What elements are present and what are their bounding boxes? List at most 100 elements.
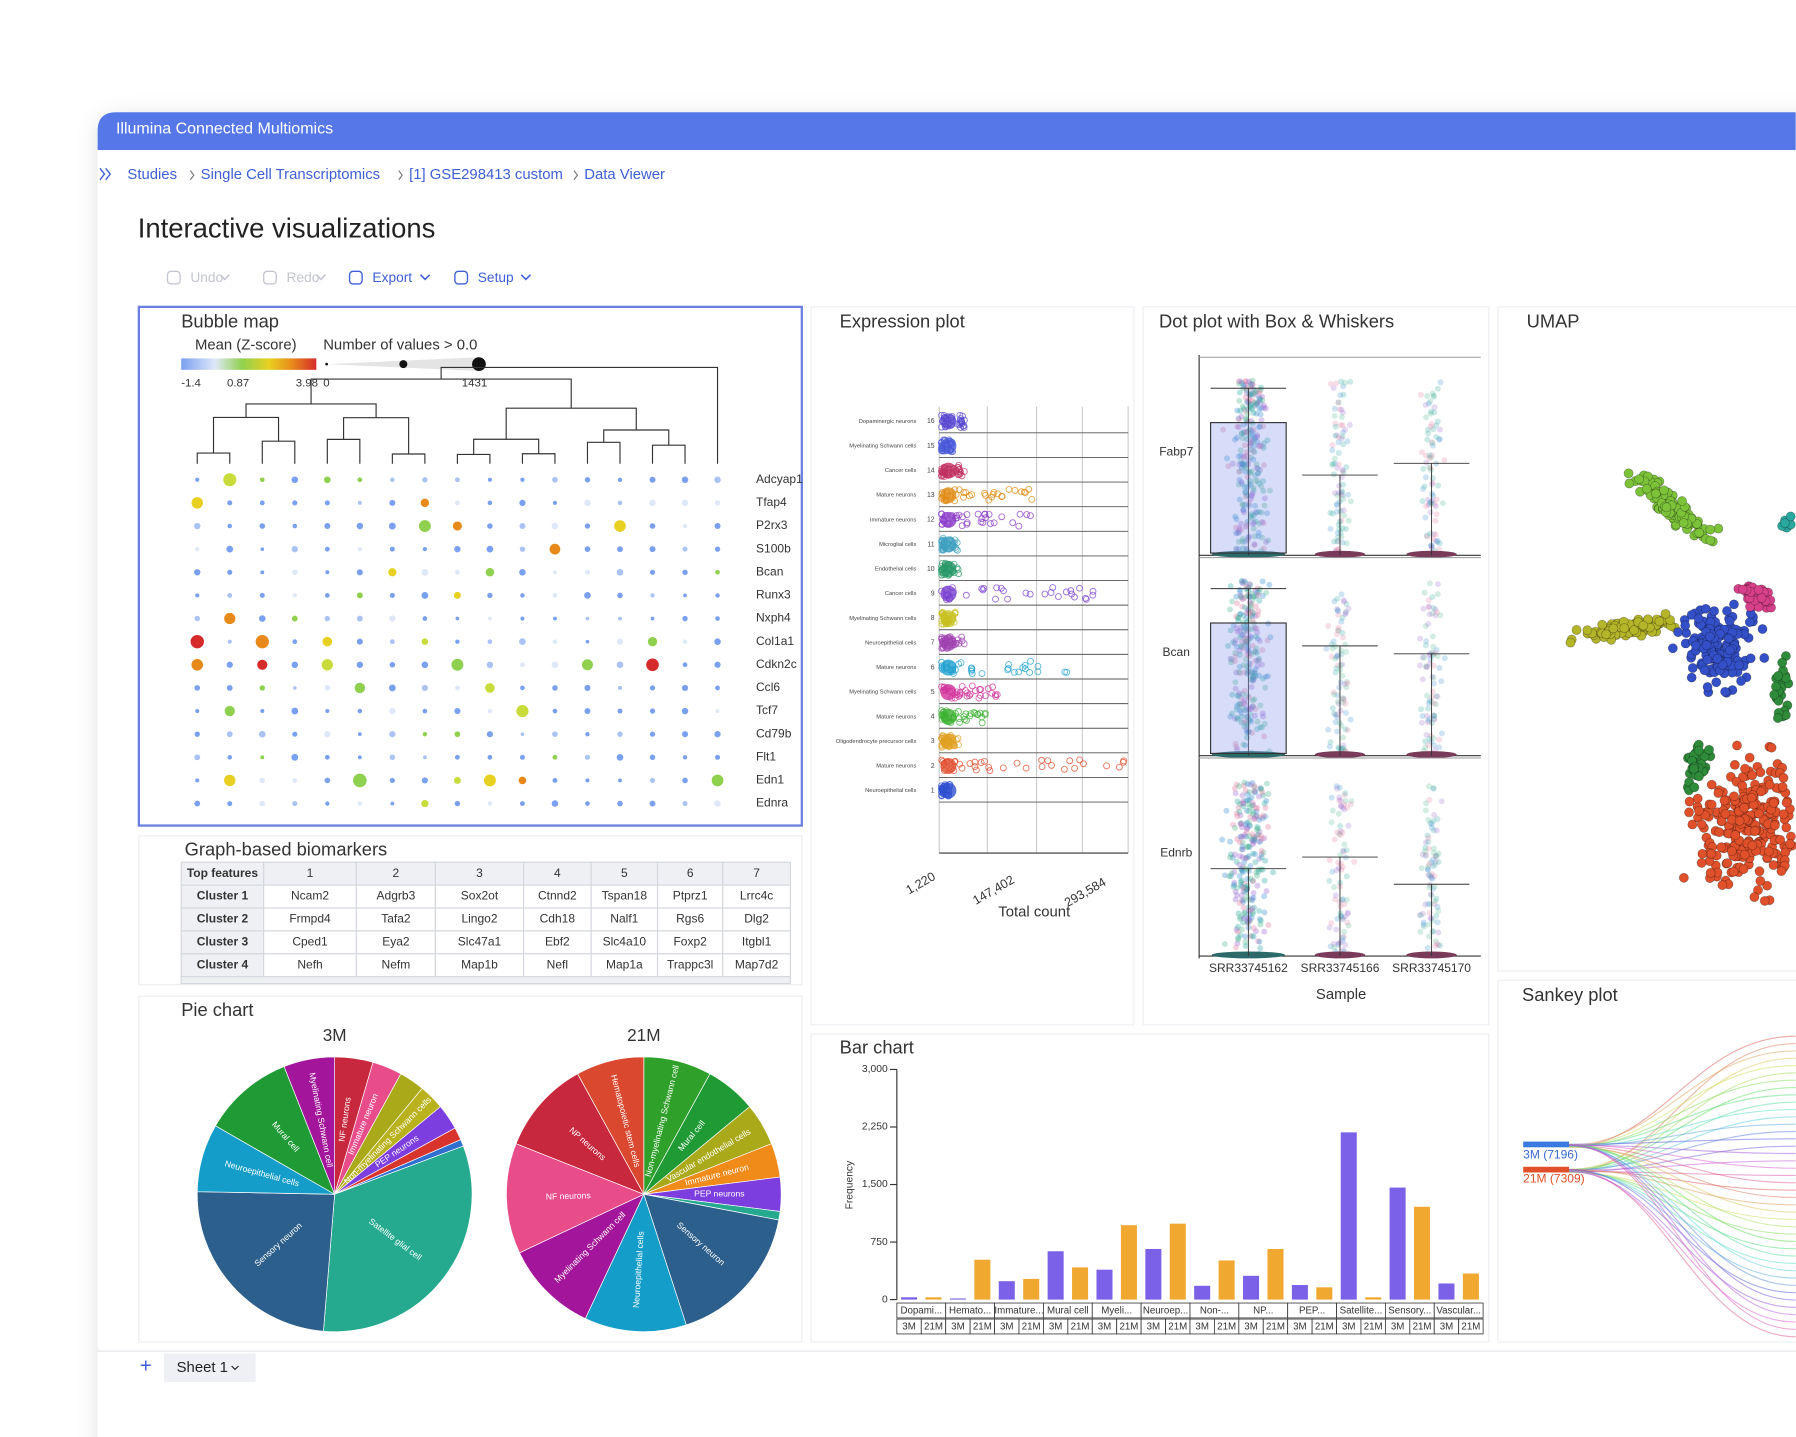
sample-dot <box>1243 797 1250 804</box>
pie-label: PEP neurons <box>694 1189 744 1199</box>
sample-dot <box>1232 524 1239 531</box>
sample-dot <box>1233 810 1240 817</box>
sheet-tab[interactable]: Sheet 1 <box>177 1360 228 1376</box>
sample-dot <box>1252 502 1258 509</box>
bar <box>1120 1225 1137 1300</box>
table-text: 5 <box>621 866 628 880</box>
bubble <box>389 731 396 738</box>
sample-dot <box>1430 674 1437 681</box>
sample-dot <box>1436 744 1443 751</box>
sample-dot <box>1243 828 1250 835</box>
sample-dot <box>1342 379 1348 386</box>
umap-point <box>1769 689 1780 700</box>
bubble <box>681 499 689 507</box>
sample-dot <box>1240 612 1247 619</box>
bar <box>925 1297 942 1300</box>
row-id: 10 <box>927 566 935 573</box>
sample-dot <box>1237 407 1244 414</box>
sample-dot <box>1423 731 1430 738</box>
sankey-label: 3M (7196) <box>1523 1147 1578 1161</box>
bubble-map-panel[interactable] <box>137 305 803 827</box>
sample-dot <box>1338 474 1345 481</box>
bubble <box>421 638 429 645</box>
bubble <box>584 546 591 553</box>
breadcrumb[interactable]: Studies <box>127 167 177 183</box>
sample-dot <box>1249 703 1256 710</box>
sample-dot <box>1343 873 1350 880</box>
bubble <box>259 685 265 691</box>
sample-dot <box>1248 515 1255 522</box>
sample-dot <box>1229 710 1235 717</box>
umap-point <box>1702 682 1713 692</box>
toolbar-button[interactable]: Setup <box>478 270 514 285</box>
sample-dot <box>1226 873 1233 880</box>
sample-dot <box>1431 700 1438 707</box>
sample-dot <box>1434 418 1441 425</box>
breadcrumb[interactable]: Data Viewer <box>584 167 665 183</box>
sample-dot <box>1337 707 1344 714</box>
expression-panel[interactable] <box>810 306 1135 1026</box>
sample-dot <box>1430 426 1437 433</box>
sample-dot <box>1241 635 1248 642</box>
row-label: Oligodendrocyte precursor cells <box>836 739 917 745</box>
series-label: 21M <box>1413 1322 1432 1333</box>
sample-dot <box>1261 800 1268 807</box>
sample-dot <box>1258 509 1265 516</box>
sample-dot <box>1428 874 1435 881</box>
sample-dot <box>1238 460 1245 467</box>
sample-dot <box>1429 452 1436 459</box>
bubble <box>552 731 558 737</box>
sample-dot <box>1340 699 1347 706</box>
sample-dot <box>1247 781 1254 788</box>
expression-dot <box>945 714 953 722</box>
sample-dot <box>1339 492 1346 499</box>
add-sheet-button[interactable]: + <box>140 1355 152 1378</box>
sample-dot <box>1432 943 1439 950</box>
sample-dot <box>1236 586 1243 593</box>
sample-dot <box>1425 604 1432 611</box>
sample-dot <box>1250 801 1257 808</box>
sample-dot <box>1252 673 1259 679</box>
sample-dot <box>1242 635 1249 642</box>
bar <box>1145 1248 1162 1300</box>
sample-dot <box>1241 604 1248 611</box>
gene-label: Edn1 <box>756 773 784 787</box>
sample-dot <box>1265 791 1272 797</box>
sample-dot <box>1250 438 1257 445</box>
sample-dot <box>1339 466 1346 473</box>
sample-dot <box>1251 837 1258 844</box>
toolbar-button[interactable]: Redo <box>287 270 320 285</box>
row-id: 15 <box>927 443 935 450</box>
umap-point <box>1773 671 1784 681</box>
sample-dot <box>1239 854 1246 861</box>
x-category-label: Mural cell <box>1047 1306 1089 1317</box>
sample-dot <box>1254 399 1261 406</box>
sample-dot <box>1231 881 1238 888</box>
sheet-tab-bg[interactable] <box>164 1353 256 1383</box>
sample-dot <box>1339 897 1346 904</box>
breadcrumb[interactable]: [1] GSE298413 custom <box>409 167 563 183</box>
sample-dot <box>1335 534 1341 541</box>
toolbar-button[interactable]: Export <box>372 270 412 285</box>
breadcrumb[interactable]: Single Cell Transcriptomics <box>201 167 380 183</box>
sample-dot <box>1239 461 1246 467</box>
bubble <box>258 615 266 622</box>
sample-dot <box>1331 710 1337 717</box>
sample-dot <box>1424 712 1431 719</box>
sidebar-toggle[interactable] <box>99 167 112 181</box>
sample-dot <box>1240 869 1247 876</box>
sample-dot <box>1334 728 1341 735</box>
sankey-label: 21M (7309) <box>1523 1172 1584 1186</box>
sample-dot <box>1433 646 1440 653</box>
table-text: 6 <box>687 866 694 880</box>
toolbar-button[interactable]: Undo <box>190 270 223 285</box>
sample-dot <box>1441 655 1448 662</box>
sample-dot <box>1246 911 1253 918</box>
sample-dot <box>1246 833 1253 840</box>
expression-dot <box>988 493 996 501</box>
sample-dot <box>1234 716 1241 723</box>
sample-dot <box>1237 820 1244 827</box>
bubble <box>292 639 298 645</box>
sample-dot <box>1251 783 1258 790</box>
legend-title: Mean (Z-score) <box>195 338 297 354</box>
